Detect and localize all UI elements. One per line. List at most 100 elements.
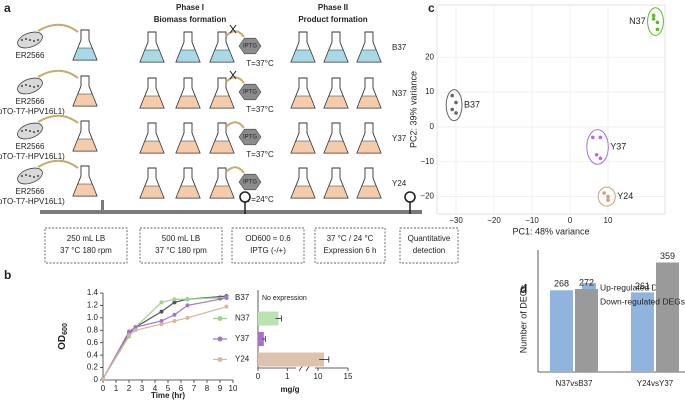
- x-tick-label: 4: [153, 384, 158, 393]
- data-point: [454, 111, 458, 115]
- cluster-label: B37: [464, 100, 480, 110]
- flask-liquid: [209, 185, 235, 199]
- bacterium-dot: [37, 175, 39, 177]
- timeline: [40, 210, 422, 214]
- bacterium-dot: [33, 86, 35, 88]
- step-box: [399, 227, 459, 264]
- x-tick-label: 7: [192, 384, 197, 393]
- flask-liquid: [175, 95, 201, 109]
- data-point: [450, 93, 455, 98]
- y-tick-label: 0.4: [87, 350, 99, 359]
- x-tick-label: 10: [314, 372, 323, 381]
- step-box: [231, 227, 305, 264]
- bacterium-dot: [37, 85, 39, 87]
- bacterium-dot: [33, 131, 35, 133]
- plot-frame: [436, 4, 666, 215]
- flask-liquid: [72, 138, 98, 152]
- data-point: [454, 100, 458, 105]
- data-point: [172, 300, 177, 305]
- cluster-label: Y37: [610, 141, 626, 151]
- panel-letter: c: [428, 1, 435, 15]
- pin: [404, 191, 416, 203]
- data-point: [172, 312, 177, 317]
- flask-liquid: [139, 140, 165, 154]
- bar: [550, 290, 573, 372]
- flask-liquid: [139, 95, 165, 109]
- step-text: OD600 ≈ 0.6: [245, 234, 291, 243]
- bacterium-dot: [21, 85, 23, 87]
- temperature: T=37°C: [246, 59, 274, 68]
- legend-label: Up-regulated DEGs: [600, 282, 674, 292]
- value-label: 359: [660, 251, 675, 261]
- legend-label: N37: [235, 314, 250, 323]
- bacterium-dot: [21, 39, 23, 41]
- value-label: 272: [579, 277, 594, 287]
- series-line: [102, 297, 227, 380]
- flask-liquid: [72, 47, 98, 61]
- strain-plasmid: (pTO-T7-HPV16L1): [0, 152, 65, 161]
- data-point: [133, 325, 138, 330]
- strain-name: ER2566: [16, 51, 45, 60]
- legend-label: Y37: [235, 334, 250, 343]
- phase-subtitle: Product formation: [298, 15, 367, 24]
- x-tick-label: 8: [205, 384, 210, 393]
- x-axis-title: Time (hr): [151, 391, 185, 400]
- bacterium-dot: [21, 175, 23, 177]
- strain-plasmid: (pTO-T7-HPV16L1): [0, 197, 65, 206]
- bar: [258, 311, 279, 326]
- flask-liquid: [139, 185, 165, 199]
- bacterium-dot: [37, 130, 39, 132]
- x-tick-label: 0: [568, 216, 573, 225]
- x-axis-title: mg/g: [280, 385, 299, 394]
- bar: [656, 262, 679, 372]
- data-point: [655, 20, 660, 25]
- bacterium-dot: [29, 85, 31, 87]
- bar: [258, 352, 324, 367]
- strain-name: ER2566: [16, 97, 45, 106]
- step-text: 250 mL LB: [67, 234, 105, 243]
- data-point: [598, 135, 603, 140]
- flask-liquid: [356, 49, 382, 63]
- data-point: [133, 328, 138, 333]
- x-tick-label: 2: [127, 384, 132, 393]
- y-axis-title: PC2: 39% variance: [408, 71, 418, 148]
- iptg-hexagon: [238, 173, 262, 191]
- arrow: [225, 166, 245, 174]
- value-label: 268: [554, 279, 569, 289]
- flask-liquid: [209, 95, 235, 109]
- legend-marker: [217, 357, 223, 362]
- legend-marker: [217, 316, 223, 321]
- x-tick-label: 1: [285, 372, 290, 381]
- x-tick-label: N37vsB37: [556, 379, 593, 388]
- x-tick-label: 10: [229, 384, 238, 393]
- cluster-ellipse: [647, 7, 664, 36]
- flask-liquid: [209, 140, 235, 154]
- bacterium-dot: [33, 40, 35, 42]
- iptg-hexagon: [238, 37, 262, 55]
- iptg-label: IPTG: [243, 90, 257, 96]
- y-axis-title-main: OD: [57, 335, 68, 350]
- iptg-hexagon: [238, 83, 262, 101]
- x-tick-label: 15: [344, 372, 353, 381]
- row-label: Y37: [392, 134, 407, 143]
- y-tick-label: 1.4: [87, 288, 99, 297]
- temperature: T=24°C: [246, 195, 274, 204]
- bacterium-dot: [37, 39, 39, 41]
- step-text: Quantitative: [408, 234, 451, 243]
- flask-liquid: [290, 140, 316, 154]
- flask-liquid: [323, 185, 349, 199]
- data-point: [450, 107, 455, 112]
- arrow: [37, 159, 79, 169]
- data-point: [159, 300, 164, 305]
- bacterium-dot: [29, 39, 31, 41]
- arrow: [225, 76, 245, 84]
- bacterium-dot: [21, 130, 23, 132]
- y-tick-label: 0.2: [87, 363, 99, 372]
- y-tick-label: 0: [430, 122, 435, 131]
- panel-letter: a: [4, 1, 11, 15]
- arrow: [37, 114, 79, 124]
- series-line: [102, 295, 227, 380]
- cluster-ellipse: [597, 186, 616, 207]
- bacterium-dot: [25, 38, 27, 40]
- row-label: B37: [392, 43, 407, 52]
